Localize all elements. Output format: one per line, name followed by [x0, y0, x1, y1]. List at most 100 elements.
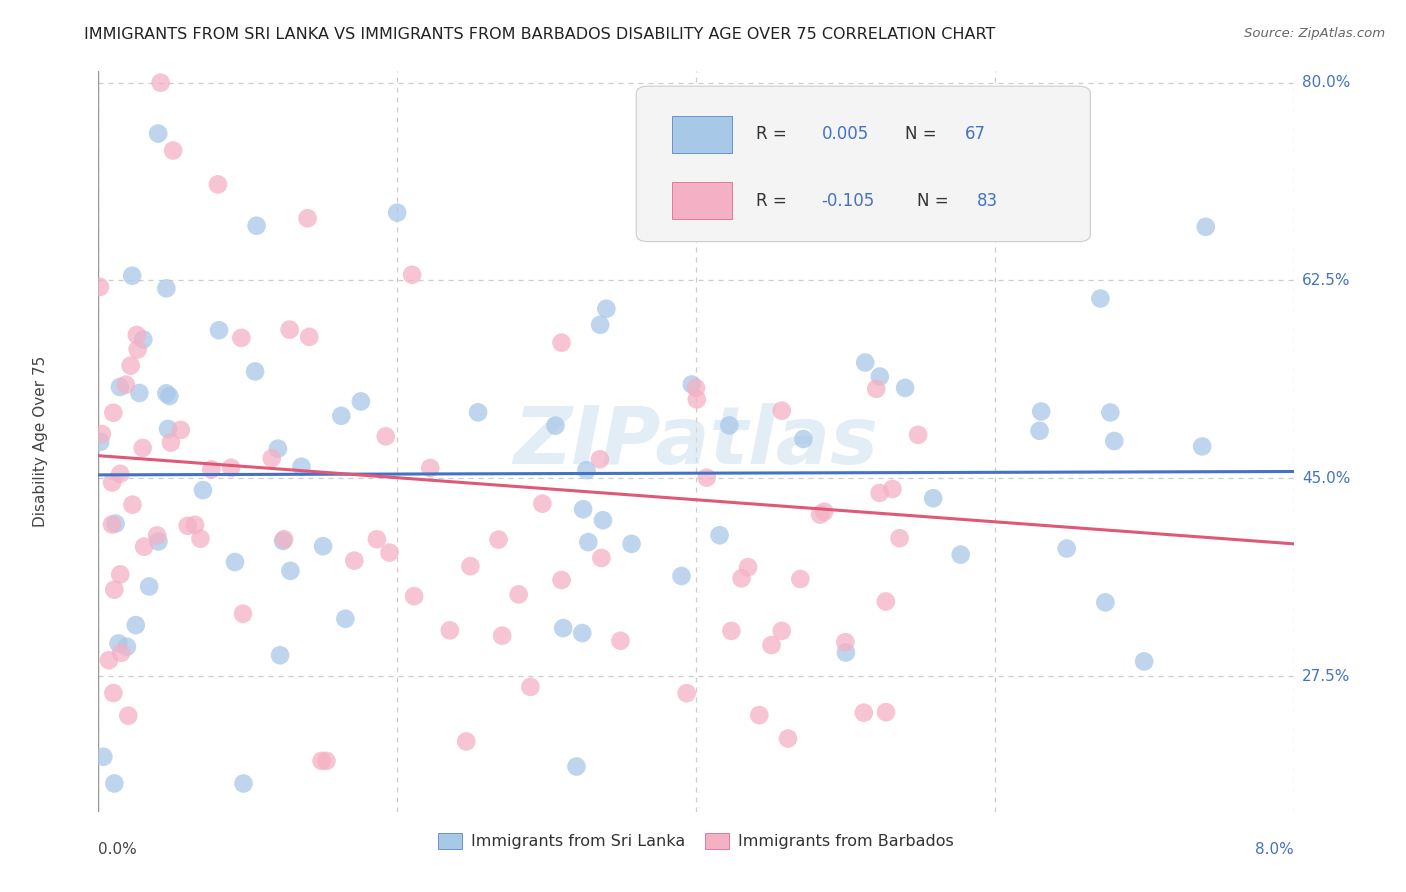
Point — [103, 776, 125, 790]
Point — [852, 706, 875, 720]
Point — [681, 377, 703, 392]
Point — [103, 406, 125, 420]
Text: Disability Age Over 75: Disability Age Over 75 — [32, 356, 48, 527]
Text: 62.5%: 62.5% — [1302, 273, 1350, 288]
Point — [208, 323, 231, 337]
Point — [134, 540, 156, 554]
Point — [120, 359, 142, 373]
Point — [350, 394, 373, 409]
Point — [146, 528, 169, 542]
Point — [160, 435, 183, 450]
Bar — [672, 116, 733, 153]
Point — [90, 427, 112, 442]
Point — [949, 548, 972, 562]
Point — [770, 403, 793, 417]
Point — [103, 686, 125, 700]
Point — [835, 646, 858, 660]
Point — [553, 621, 575, 635]
Point — [1191, 439, 1213, 453]
Point — [297, 211, 319, 226]
Point — [1099, 405, 1122, 419]
Point — [1028, 424, 1050, 438]
Text: IMMIGRANTS FROM SRI LANKA VS IMMIGRANTS FROM BARBADOS DISABILITY AGE OVER 75 COR: IMMIGRANTS FROM SRI LANKA VS IMMIGRANTS … — [84, 27, 995, 42]
Point — [260, 451, 283, 466]
Point — [108, 380, 131, 394]
Point — [335, 612, 357, 626]
Point — [125, 328, 148, 343]
Point — [572, 502, 595, 516]
Point — [789, 572, 811, 586]
Point — [245, 219, 267, 233]
Point — [589, 318, 612, 332]
Point — [104, 516, 127, 531]
Point — [550, 335, 572, 350]
Point — [89, 434, 111, 449]
FancyBboxPatch shape — [637, 87, 1091, 242]
Point — [107, 636, 129, 650]
Point — [865, 382, 887, 396]
Point — [675, 686, 697, 700]
Point — [103, 582, 125, 597]
Point — [190, 532, 212, 546]
Point — [131, 441, 153, 455]
Point — [110, 567, 132, 582]
Point — [200, 462, 222, 476]
Point — [89, 280, 111, 294]
Point — [1195, 219, 1218, 234]
Point — [595, 301, 617, 316]
Point — [184, 517, 207, 532]
Point — [456, 734, 478, 748]
Point — [589, 452, 612, 467]
Point — [125, 618, 148, 632]
Text: 45.0%: 45.0% — [1302, 471, 1350, 486]
Point — [176, 518, 198, 533]
Point — [121, 268, 143, 283]
Point — [875, 705, 897, 719]
Point — [720, 624, 742, 638]
Point — [1090, 292, 1112, 306]
Point — [1056, 541, 1078, 556]
Point — [709, 528, 731, 542]
Point — [544, 418, 567, 433]
Text: R =: R = — [756, 125, 792, 144]
Point — [808, 508, 831, 522]
Point — [148, 127, 170, 141]
Point — [385, 205, 409, 219]
Point — [519, 680, 541, 694]
Text: N =: N = — [917, 192, 953, 210]
Text: -0.105: -0.105 — [821, 192, 875, 210]
Text: Source: ZipAtlas.com: Source: ZipAtlas.com — [1244, 27, 1385, 40]
Point — [813, 505, 835, 519]
Point — [114, 377, 136, 392]
Point — [101, 517, 124, 532]
Point — [467, 405, 489, 419]
Point — [1104, 434, 1126, 448]
Point — [330, 409, 353, 423]
Point — [671, 569, 693, 583]
Point — [748, 708, 770, 723]
Point — [374, 429, 396, 443]
Point — [232, 607, 254, 621]
Point — [488, 533, 510, 547]
Point — [685, 381, 707, 395]
Point — [127, 343, 149, 357]
Point — [834, 635, 856, 649]
Point — [591, 551, 613, 566]
Point — [148, 534, 170, 549]
Point — [1133, 654, 1156, 668]
Point — [101, 475, 124, 490]
Point — [97, 653, 120, 667]
Point — [343, 553, 366, 567]
Point — [718, 418, 741, 433]
Point — [273, 533, 295, 547]
Point — [686, 392, 709, 407]
Text: 67: 67 — [965, 125, 986, 144]
Point — [290, 459, 312, 474]
Point — [108, 467, 131, 481]
Point — [592, 513, 614, 527]
Point — [269, 648, 291, 663]
Point — [696, 470, 718, 484]
Text: 83: 83 — [977, 192, 998, 210]
Point — [219, 460, 242, 475]
Text: R =: R = — [756, 192, 792, 210]
